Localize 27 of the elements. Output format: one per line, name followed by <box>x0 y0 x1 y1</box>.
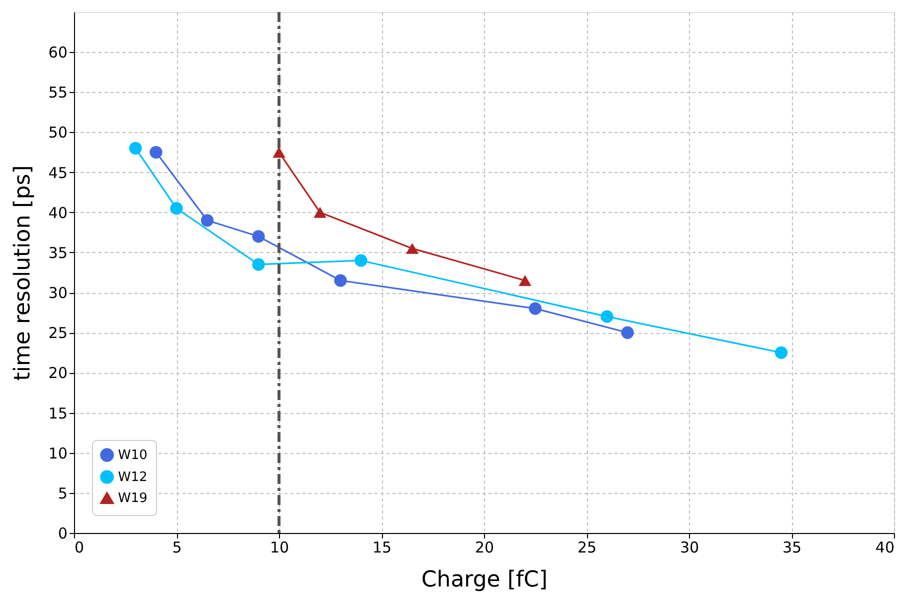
x-tick-label: 40 <box>875 538 894 556</box>
y-axis-title: time resolution [ps] <box>10 165 36 381</box>
x-tick-label: 30 <box>680 538 700 556</box>
y-tick-label: 25 <box>48 324 68 342</box>
y-tick-label: 30 <box>48 284 68 302</box>
y-tick-label: 50 <box>48 124 68 142</box>
y-tick-label: 35 <box>48 244 68 262</box>
y-tick-label: 10 <box>48 444 68 462</box>
y-tick-label: 20 <box>48 364 68 382</box>
y-tick-label: 60 <box>48 44 68 62</box>
y-tick-label: 55 <box>48 84 68 102</box>
y-tick-label: 5 <box>58 484 68 502</box>
x-tick-label: 5 <box>172 538 182 556</box>
y-tick-label: 45 <box>48 164 68 182</box>
y-tick-label: 40 <box>48 204 68 222</box>
x-tick-label: 15 <box>372 538 392 556</box>
x-tick-label: 0 <box>74 538 84 556</box>
legend-label: W19 <box>118 491 148 506</box>
x-tick-label: 20 <box>474 538 494 556</box>
x-axis-title: Charge [fC] <box>421 568 548 592</box>
y-tick-label: 0 <box>58 524 68 542</box>
legend-label: W12 <box>118 470 148 485</box>
x-tick-label: 10 <box>270 538 290 556</box>
x-tick-label: 25 <box>577 538 597 556</box>
legend-label: W10 <box>118 448 148 463</box>
y-tick-label: 15 <box>48 404 68 422</box>
x-tick-label: 35 <box>782 538 802 556</box>
